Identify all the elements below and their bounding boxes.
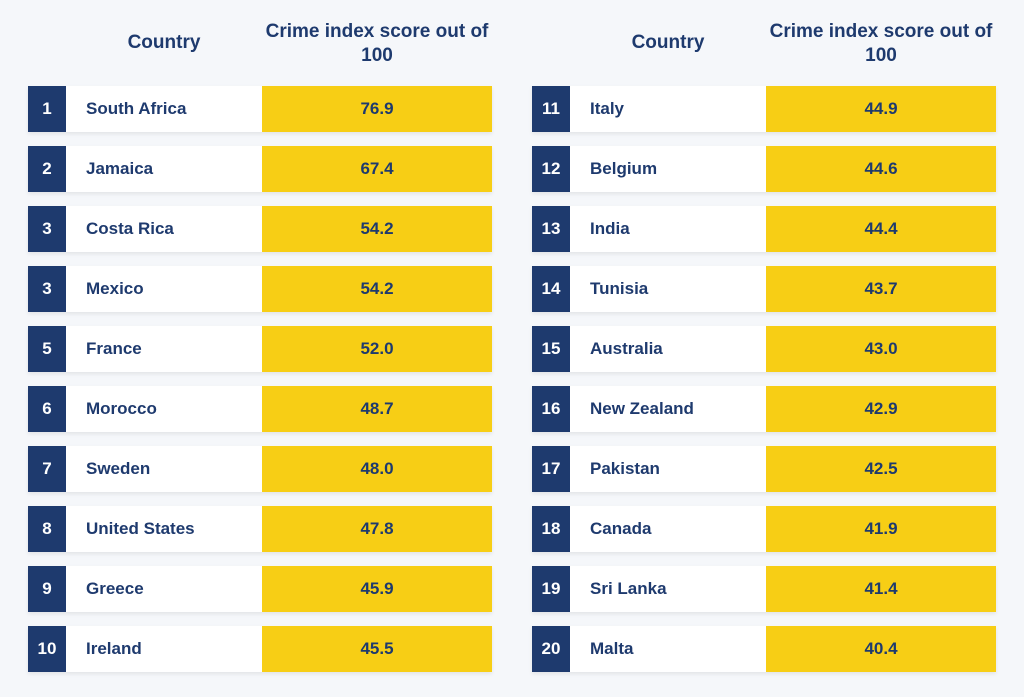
table-row: 3Mexico54.2 [28,266,492,312]
rank-cell: 2 [28,146,66,192]
rank-cell: 15 [532,326,570,372]
score-cell: 54.2 [262,266,492,312]
country-cell: Italy [570,86,766,132]
header-rank-spacer [532,20,570,68]
country-cell: India [570,206,766,252]
score-cell: 42.5 [766,446,996,492]
rank-cell: 11 [532,86,570,132]
header-country: Country [570,20,766,68]
score-cell: 43.0 [766,326,996,372]
rank-cell: 18 [532,506,570,552]
rank-cell: 9 [28,566,66,612]
table-row: 8United States47.8 [28,506,492,552]
table-row: 12Belgium44.6 [532,146,996,192]
country-cell: Sweden [66,446,262,492]
table-row: 7Sweden48.0 [28,446,492,492]
table-row: 10Ireland45.5 [28,626,492,672]
column-headers: Country Crime index score out of 100 [28,20,492,68]
score-cell: 48.7 [262,386,492,432]
table-row: 20Malta40.4 [532,626,996,672]
country-cell: Tunisia [570,266,766,312]
rank-cell: 8 [28,506,66,552]
rows-left: 1South Africa76.9 2Jamaica67.4 3Costa Ri… [28,86,492,672]
score-cell: 44.6 [766,146,996,192]
header-score: Crime index score out of 100 [262,20,492,68]
score-cell: 42.9 [766,386,996,432]
table-row: 9Greece45.9 [28,566,492,612]
rank-cell: 20 [532,626,570,672]
score-cell: 41.9 [766,506,996,552]
table-row: 2Jamaica67.4 [28,146,492,192]
score-cell: 47.8 [262,506,492,552]
table-row: 18Canada41.9 [532,506,996,552]
score-cell: 41.4 [766,566,996,612]
score-cell: 52.0 [262,326,492,372]
table-row: 15Australia43.0 [532,326,996,372]
rank-cell: 3 [28,266,66,312]
rank-cell: 17 [532,446,570,492]
rank-cell: 5 [28,326,66,372]
table-row: 1South Africa76.9 [28,86,492,132]
table-row: 14Tunisia43.7 [532,266,996,312]
country-cell: United States [66,506,262,552]
header-country: Country [66,20,262,68]
country-cell: Malta [570,626,766,672]
score-cell: 40.4 [766,626,996,672]
table-row: 5France52.0 [28,326,492,372]
rank-cell: 7 [28,446,66,492]
country-cell: Jamaica [66,146,262,192]
country-cell: Belgium [570,146,766,192]
table-row: 16New Zealand42.9 [532,386,996,432]
table-row: 17Pakistan42.5 [532,446,996,492]
table-row: 11Italy44.9 [532,86,996,132]
rank-cell: 12 [532,146,570,192]
country-cell: Morocco [66,386,262,432]
score-cell: 43.7 [766,266,996,312]
score-cell: 44.4 [766,206,996,252]
score-cell: 44.9 [766,86,996,132]
rank-cell: 19 [532,566,570,612]
table-row: 13India44.4 [532,206,996,252]
rank-cell: 13 [532,206,570,252]
country-cell: Greece [66,566,262,612]
rank-cell: 14 [532,266,570,312]
score-cell: 45.9 [262,566,492,612]
crime-index-table: Country Crime index score out of 100 1So… [0,0,1024,697]
column-right: Country Crime index score out of 100 11I… [532,20,996,677]
country-cell: Australia [570,326,766,372]
column-headers: Country Crime index score out of 100 [532,20,996,68]
score-cell: 54.2 [262,206,492,252]
score-cell: 67.4 [262,146,492,192]
table-row: 3Costa Rica54.2 [28,206,492,252]
country-cell: New Zealand [570,386,766,432]
rows-right: 11Italy44.9 12Belgium44.6 13India44.4 14… [532,86,996,672]
score-cell: 45.5 [262,626,492,672]
country-cell: Mexico [66,266,262,312]
rank-cell: 6 [28,386,66,432]
country-cell: South Africa [66,86,262,132]
country-cell: France [66,326,262,372]
rank-cell: 3 [28,206,66,252]
header-score: Crime index score out of 100 [766,20,996,68]
country-cell: Pakistan [570,446,766,492]
country-cell: Costa Rica [66,206,262,252]
rank-cell: 1 [28,86,66,132]
table-row: 19Sri Lanka41.4 [532,566,996,612]
score-cell: 76.9 [262,86,492,132]
score-cell: 48.0 [262,446,492,492]
table-row: 6Morocco48.7 [28,386,492,432]
rank-cell: 16 [532,386,570,432]
header-rank-spacer [28,20,66,68]
country-cell: Sri Lanka [570,566,766,612]
country-cell: Ireland [66,626,262,672]
country-cell: Canada [570,506,766,552]
column-left: Country Crime index score out of 100 1So… [28,20,492,677]
rank-cell: 10 [28,626,66,672]
